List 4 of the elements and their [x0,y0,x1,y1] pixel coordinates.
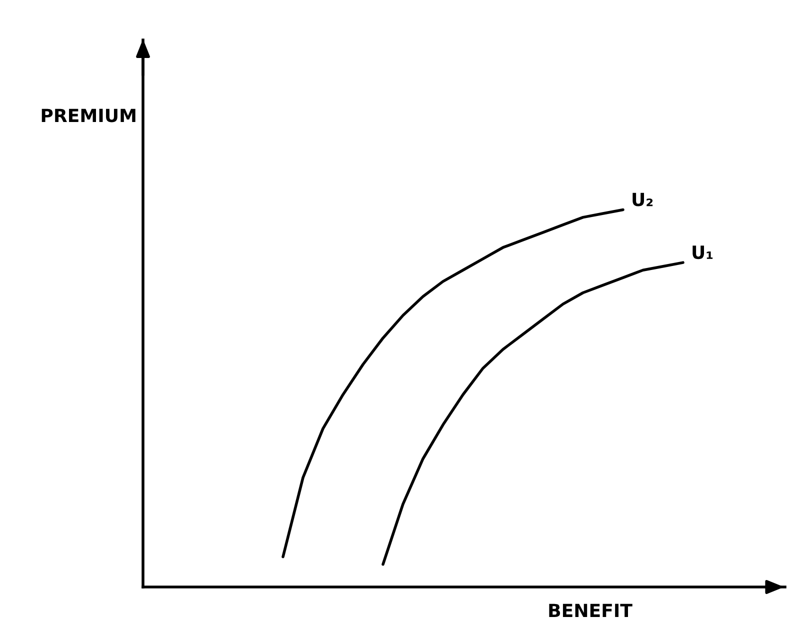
series-label: U₂ [632,192,653,206]
series-label: U₁ [692,246,713,260]
x-axis-title: BENEFIT [549,604,632,617]
y-axis-title: PREMIUM [42,108,136,122]
